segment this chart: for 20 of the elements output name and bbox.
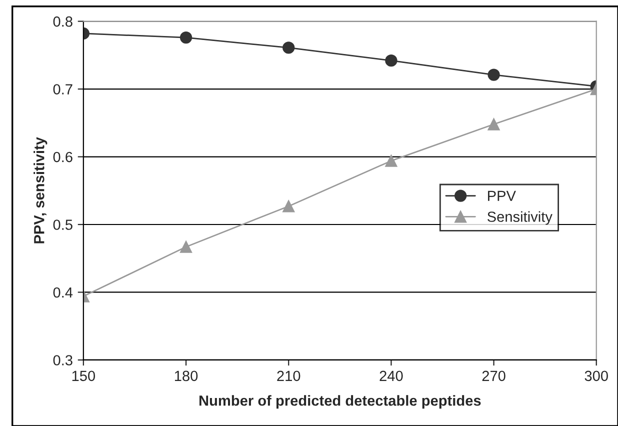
x-tick-label: 150: [72, 370, 96, 382]
x-axis-title: Number of predicted detectable peptides: [199, 395, 481, 409]
x-tick-label: 180: [174, 370, 198, 382]
point: [282, 200, 295, 212]
legend-label: PPV: [488, 190, 516, 201]
point: [282, 42, 295, 54]
x-tick-label: 210: [277, 370, 300, 382]
y-tick-label: 0.8: [53, 16, 72, 27]
y-axis-title: PPV, sensitivity: [34, 137, 48, 244]
point: [385, 154, 398, 167]
y-tick-label: 0.5: [53, 220, 72, 230]
y-tick-label: 0.6: [53, 152, 72, 162]
y-tick-label: 0.4: [53, 287, 73, 298]
legend-label: Sensitivity: [487, 211, 552, 225]
y-tick-label: 0.7: [53, 84, 72, 94]
x-tick-label: 240: [380, 370, 403, 382]
x-tick-label: 270: [482, 370, 506, 382]
point: [385, 54, 398, 67]
y-tick-label: 0.3: [53, 355, 72, 366]
x-tick-label: 300: [584, 370, 608, 382]
